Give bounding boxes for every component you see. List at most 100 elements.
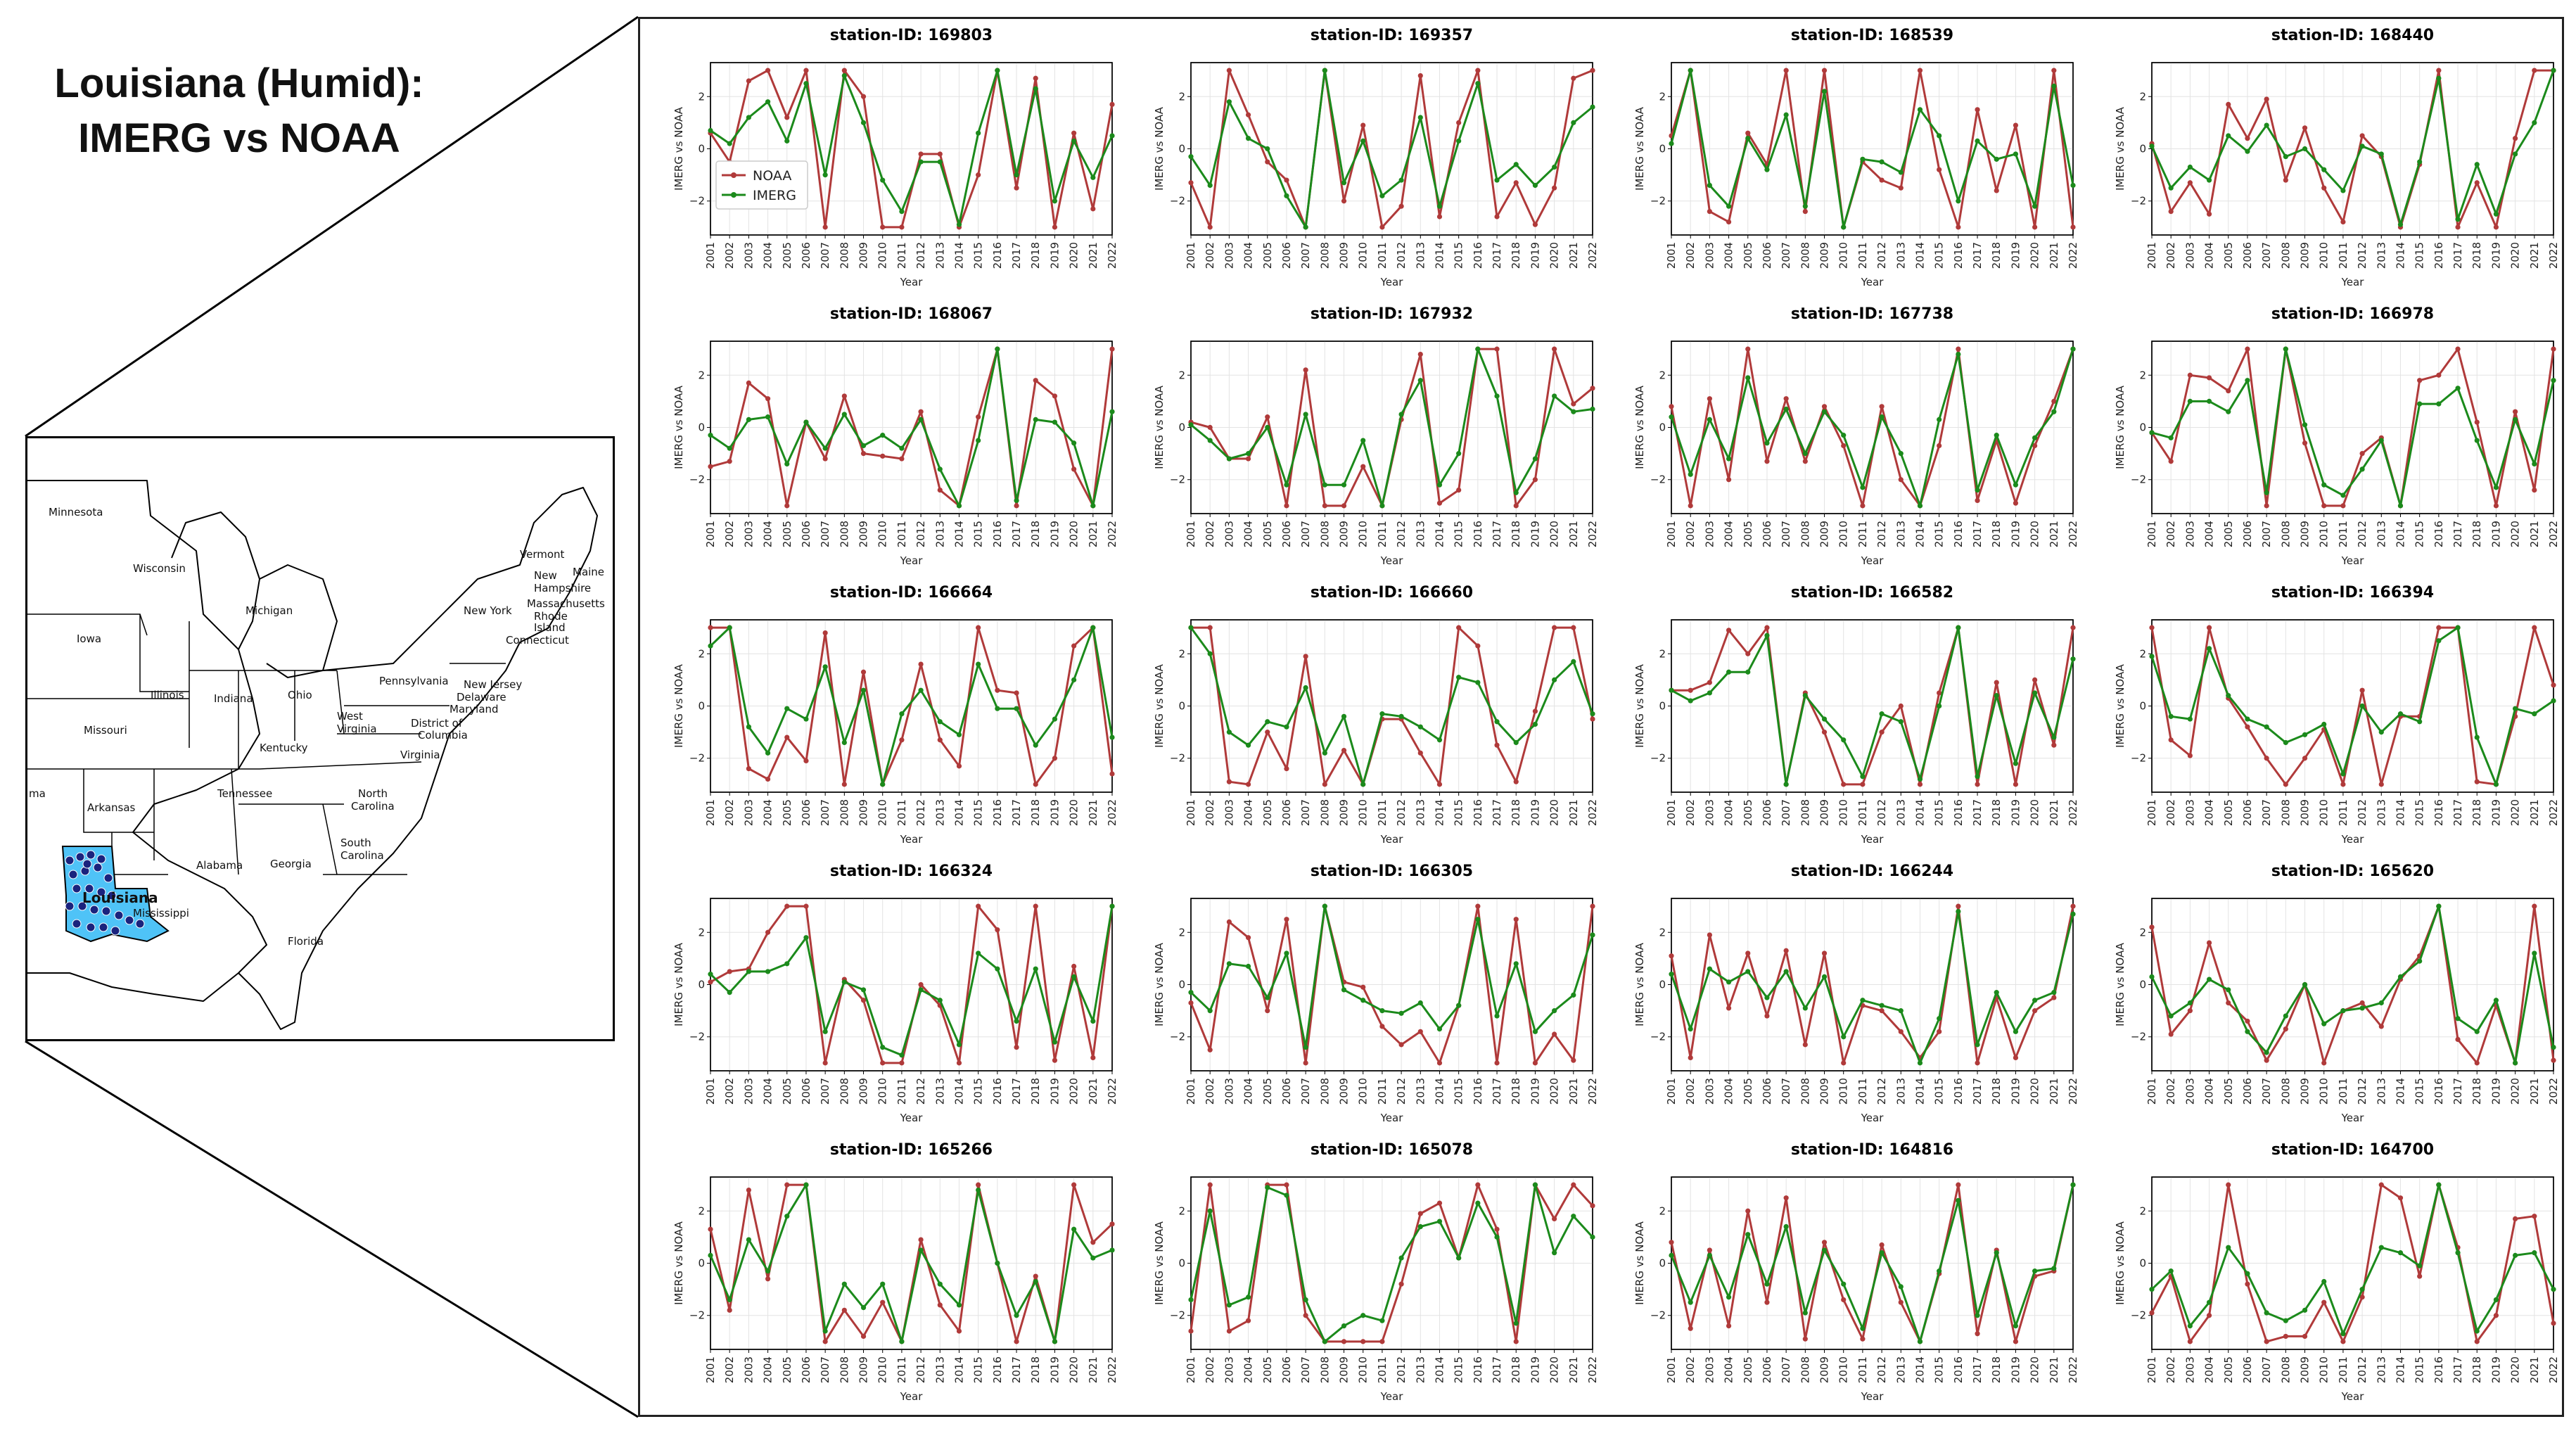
data-point-noaa (1245, 935, 1251, 941)
data-point-noaa (727, 459, 732, 464)
data-point-imerg (1417, 724, 1423, 730)
data-point-imerg (2340, 1008, 2346, 1014)
data-point-imerg (1090, 174, 1096, 180)
y-tick-label: 0 (1178, 700, 1185, 713)
data-point-noaa (860, 998, 867, 1003)
x-tick-label: 2022 (2547, 1078, 2560, 1105)
data-point-imerg (1265, 1185, 1270, 1190)
plot-frame (710, 619, 1113, 793)
x-tick-label: 2020 (1548, 799, 1561, 826)
x-tick-label: 2007 (2260, 799, 2273, 826)
station-marker (103, 873, 113, 883)
data-point-noaa (841, 393, 847, 399)
x-axis-label: Year (1861, 554, 1885, 567)
map-label-west-virginia-2: Virginia (337, 723, 377, 735)
data-point-noaa (1014, 503, 1019, 509)
data-point-noaa (918, 409, 924, 414)
x-tick-label: 2013 (2375, 521, 2387, 547)
x-tick-label: 2019 (2009, 242, 2022, 269)
x-tick-label: 2005 (781, 1356, 793, 1383)
data-point-noaa (1436, 1060, 1443, 1066)
x-tick-label: 2009 (1818, 1078, 1831, 1105)
x-tick-label: 2012 (1875, 1078, 1888, 1105)
data-point-imerg (1456, 138, 1462, 144)
x-tick-label: 2015 (972, 1078, 985, 1105)
data-point-imerg (1513, 961, 1519, 967)
data-point-imerg (1783, 1223, 1789, 1230)
data-point-imerg (2283, 739, 2288, 746)
y-axis-label: IMERG vs NOAA (1153, 385, 1166, 469)
data-point-noaa (1071, 466, 1077, 472)
y-tick-label: 0 (698, 700, 705, 713)
data-point-imerg (2070, 1182, 2076, 1188)
x-tick-label: 2018 (1510, 1356, 1522, 1383)
x-tick-label: 2007 (819, 242, 831, 269)
data-point-noaa (1033, 378, 1038, 383)
data-point-imerg (1071, 974, 1077, 979)
data-point-noaa (2378, 782, 2384, 787)
series-line-noaa (1190, 905, 1594, 1064)
x-tick-label: 2022 (2067, 521, 2079, 547)
map-label-pennsylvania: Pennsylvania (379, 675, 449, 687)
data-point-noaa (1802, 1042, 1808, 1048)
data-point-noaa (1090, 1240, 1096, 1245)
data-point-noaa (1590, 68, 1595, 73)
x-tick-label: 2019 (2489, 1356, 2502, 1383)
data-point-imerg (1417, 115, 1423, 120)
map-label-connecticut: Connecticut (506, 634, 569, 647)
data-point-noaa (1707, 932, 1712, 938)
x-tick-label: 2013 (2375, 1078, 2387, 1105)
x-tick-label: 2008 (1318, 1078, 1331, 1105)
data-point-noaa (2340, 782, 2346, 787)
data-point-imerg (2532, 1250, 2537, 1256)
data-point-noaa (2032, 1008, 2038, 1014)
data-point-imerg (2321, 1021, 2327, 1026)
x-tick-label: 2009 (857, 1078, 870, 1105)
x-tick-label: 2003 (2183, 1078, 2196, 1105)
data-point-imerg (1821, 89, 1828, 94)
data-point-imerg (765, 1268, 771, 1274)
x-tick-label: 2012 (1395, 521, 1408, 547)
series-line-noaa (1191, 626, 1594, 786)
series-line-imerg (1190, 627, 1594, 786)
data-point-noaa (995, 687, 1000, 693)
x-tick-label: 2001 (1185, 521, 1197, 547)
x-tick-label: 2001 (704, 799, 717, 826)
data-point-noaa (918, 661, 924, 667)
data-point-imerg (1764, 995, 1770, 1000)
data-point-imerg (956, 1302, 962, 1308)
x-axis-label: Year (1861, 1390, 1885, 1403)
data-point-noaa (2013, 1339, 2019, 1344)
data-point-imerg (937, 998, 943, 1003)
map-label-rhode-island-1: Rhode (534, 610, 568, 623)
data-point-noaa (976, 414, 981, 420)
x-tick-label: 2009 (857, 799, 870, 826)
x-tick-label: 2001 (1185, 799, 1197, 826)
y-tick-label: −2 (1650, 752, 1666, 765)
data-point-noaa (1360, 464, 1366, 469)
data-point-noaa (976, 1182, 981, 1188)
data-point-imerg (1341, 987, 1347, 993)
x-tick-label: 2019 (2489, 242, 2502, 269)
y-axis-label: IMERG vs NOAA (672, 663, 685, 748)
y-tick-label: 2 (698, 369, 705, 381)
data-point-imerg (1783, 112, 1789, 117)
data-point-noaa (1494, 742, 1500, 748)
x-tick-label: 2003 (1223, 242, 1235, 269)
data-point-noaa (765, 776, 771, 782)
station-marker (89, 905, 99, 915)
x-tick-label: 2004 (2203, 1356, 2216, 1383)
data-point-imerg (976, 950, 981, 956)
data-point-noaa (1802, 1336, 1808, 1342)
data-point-noaa (2417, 378, 2423, 383)
x-tick-label: 2017 (1010, 1356, 1023, 1383)
x-tick-label: 2015 (1933, 242, 1946, 269)
x-tick-label: 2021 (2048, 1078, 2060, 1105)
lake-michigan-shore (171, 511, 260, 650)
data-point-noaa (1417, 351, 1423, 357)
data-point-imerg (1994, 990, 1999, 996)
series-line-imerg (709, 905, 1114, 1057)
data-point-imerg (2321, 721, 2327, 727)
data-point-imerg (822, 172, 828, 178)
